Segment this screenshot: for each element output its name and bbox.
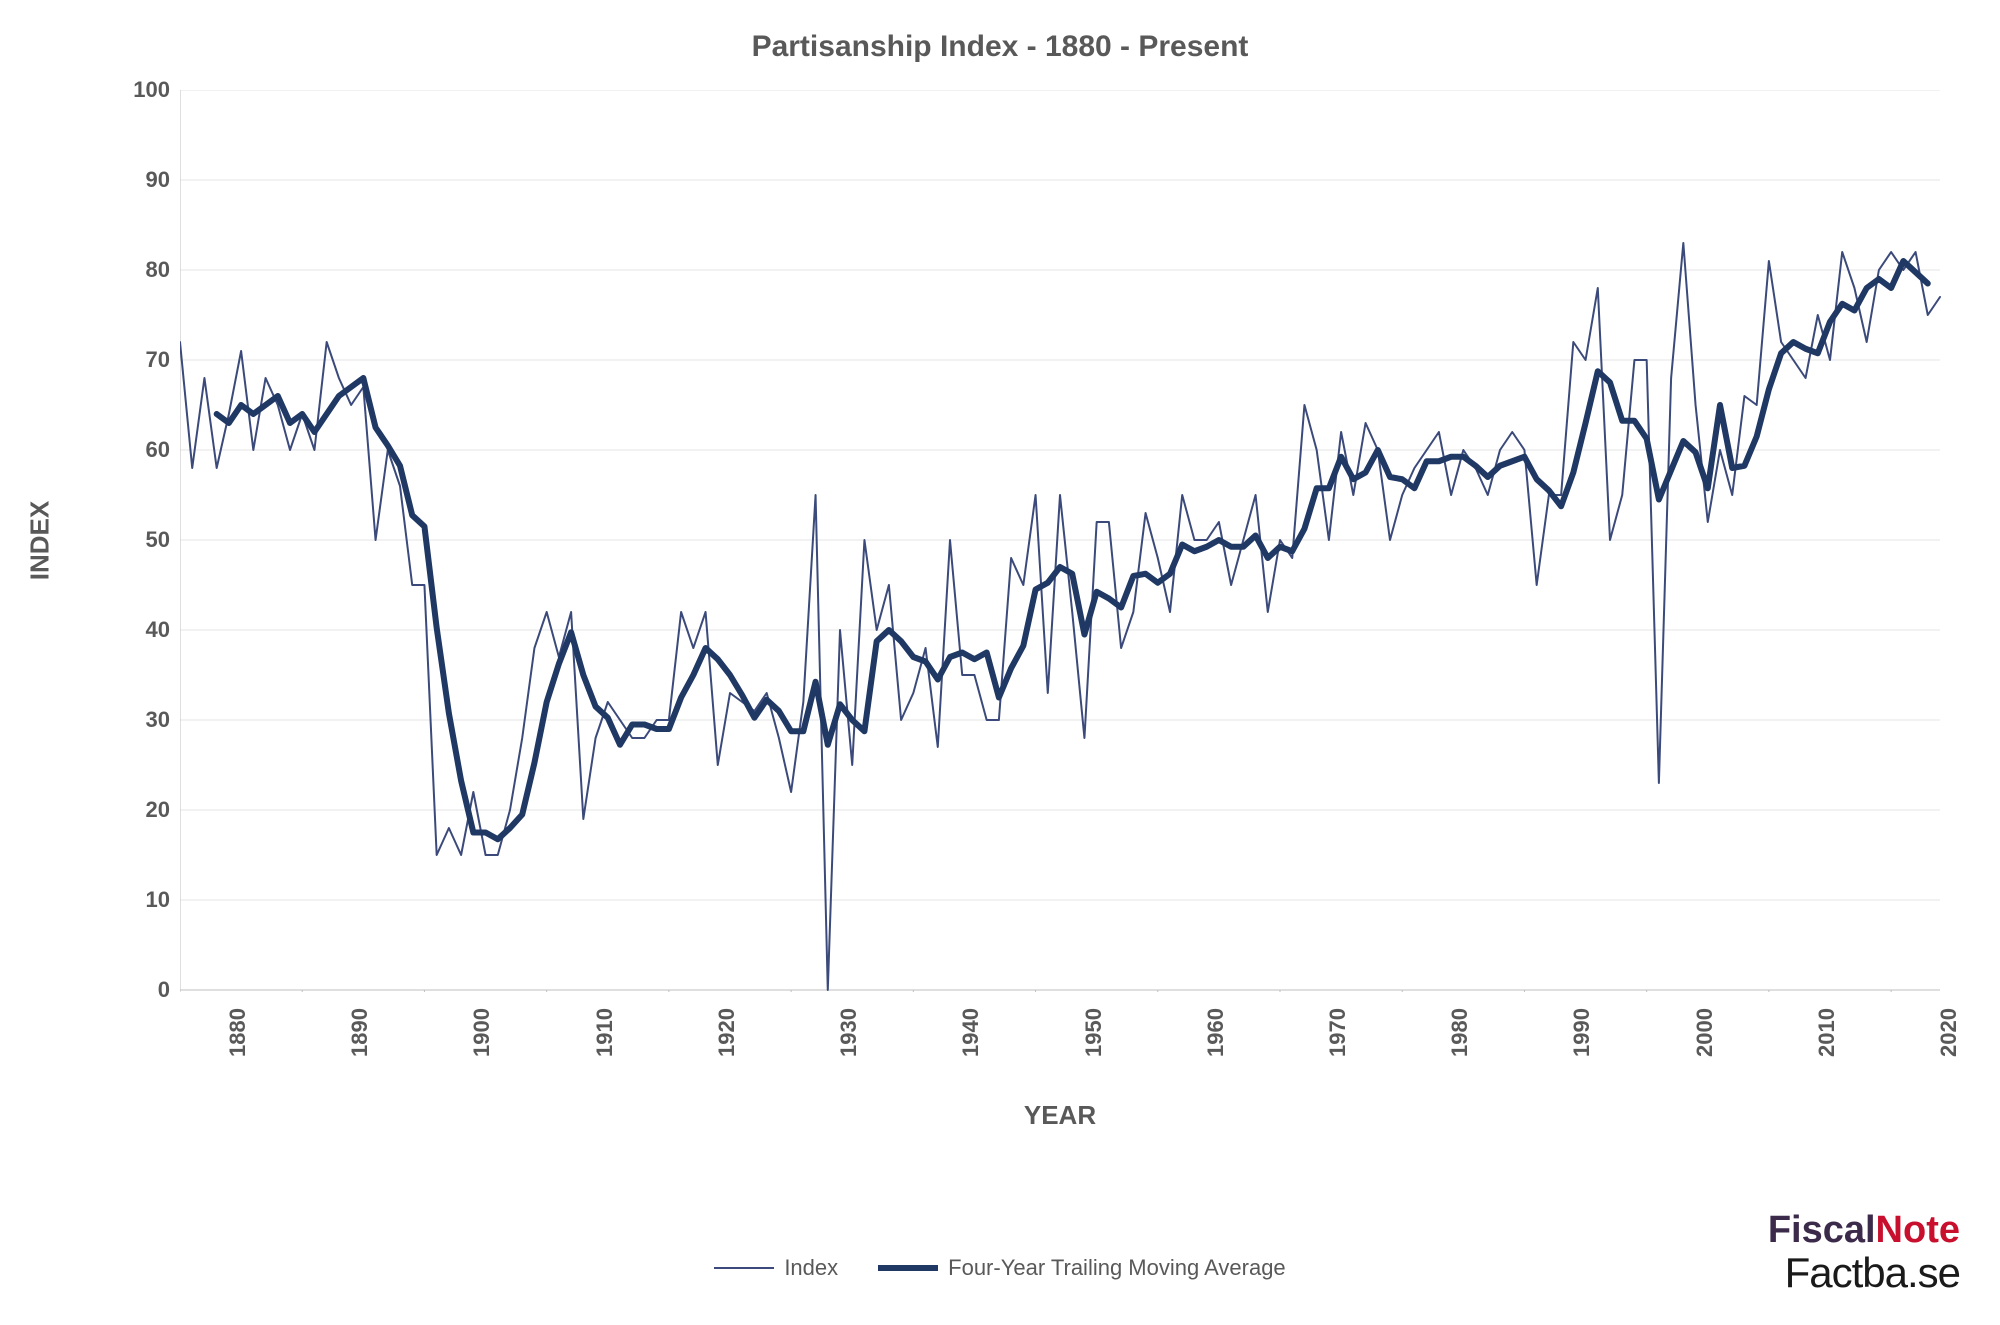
logo-factbase: Factba.se xyxy=(1768,1251,1960,1295)
x-tick-label: 1970 xyxy=(1325,1008,1351,1057)
x-tick-label: 1890 xyxy=(347,1008,373,1057)
y-tick-label: 90 xyxy=(110,167,170,193)
y-tick-label: 10 xyxy=(110,887,170,913)
x-tick-label: 1960 xyxy=(1203,1008,1229,1057)
y-tick-label: 20 xyxy=(110,797,170,823)
legend-label-index: Index xyxy=(784,1255,838,1281)
y-axis-label: INDEX xyxy=(25,441,56,641)
x-tick-label: 1950 xyxy=(1081,1008,1107,1057)
x-tick-label: 1990 xyxy=(1569,1008,1595,1057)
legend-swatch-index xyxy=(714,1267,774,1269)
chart-title: Partisanship Index - 1880 - Present xyxy=(0,30,2000,64)
x-tick-label: 1980 xyxy=(1447,1008,1473,1057)
y-tick-label: 80 xyxy=(110,257,170,283)
legend-item-index: Index xyxy=(714,1255,838,1281)
logo-note: Note xyxy=(1876,1209,1960,1251)
x-tick-label: 2010 xyxy=(1814,1008,1840,1057)
logo-fiscal: Fiscal xyxy=(1768,1209,1876,1251)
brand-logo: FiscalNote Factba.se xyxy=(1768,1211,1960,1295)
y-tick-label: 60 xyxy=(110,437,170,463)
x-axis-label: YEAR xyxy=(180,1100,1940,1131)
y-tick-label: 30 xyxy=(110,707,170,733)
chart-page: Partisanship Index - 1880 - Present INDE… xyxy=(0,0,2000,1325)
y-tick-label: 50 xyxy=(110,527,170,553)
x-tick-label: 1940 xyxy=(958,1008,984,1057)
chart-plot xyxy=(180,90,1942,992)
legend-swatch-ma xyxy=(878,1265,938,1271)
x-tick-label: 1910 xyxy=(592,1008,618,1057)
y-tick-label: 0 xyxy=(110,977,170,1003)
legend-label-ma: Four-Year Trailing Moving Average xyxy=(948,1255,1286,1281)
legend-item-ma: Four-Year Trailing Moving Average xyxy=(878,1255,1286,1281)
x-tick-label: 1900 xyxy=(469,1008,495,1057)
y-tick-label: 40 xyxy=(110,617,170,643)
x-tick-label: 2000 xyxy=(1692,1008,1718,1057)
x-tick-label: 1880 xyxy=(225,1008,251,1057)
y-tick-label: 70 xyxy=(110,347,170,373)
x-tick-label: 1920 xyxy=(714,1008,740,1057)
y-tick-label: 100 xyxy=(110,77,170,103)
x-tick-label: 2020 xyxy=(1936,1008,1962,1057)
x-tick-label: 1930 xyxy=(836,1008,862,1057)
chart-legend: Index Four-Year Trailing Moving Average xyxy=(0,1255,2000,1281)
